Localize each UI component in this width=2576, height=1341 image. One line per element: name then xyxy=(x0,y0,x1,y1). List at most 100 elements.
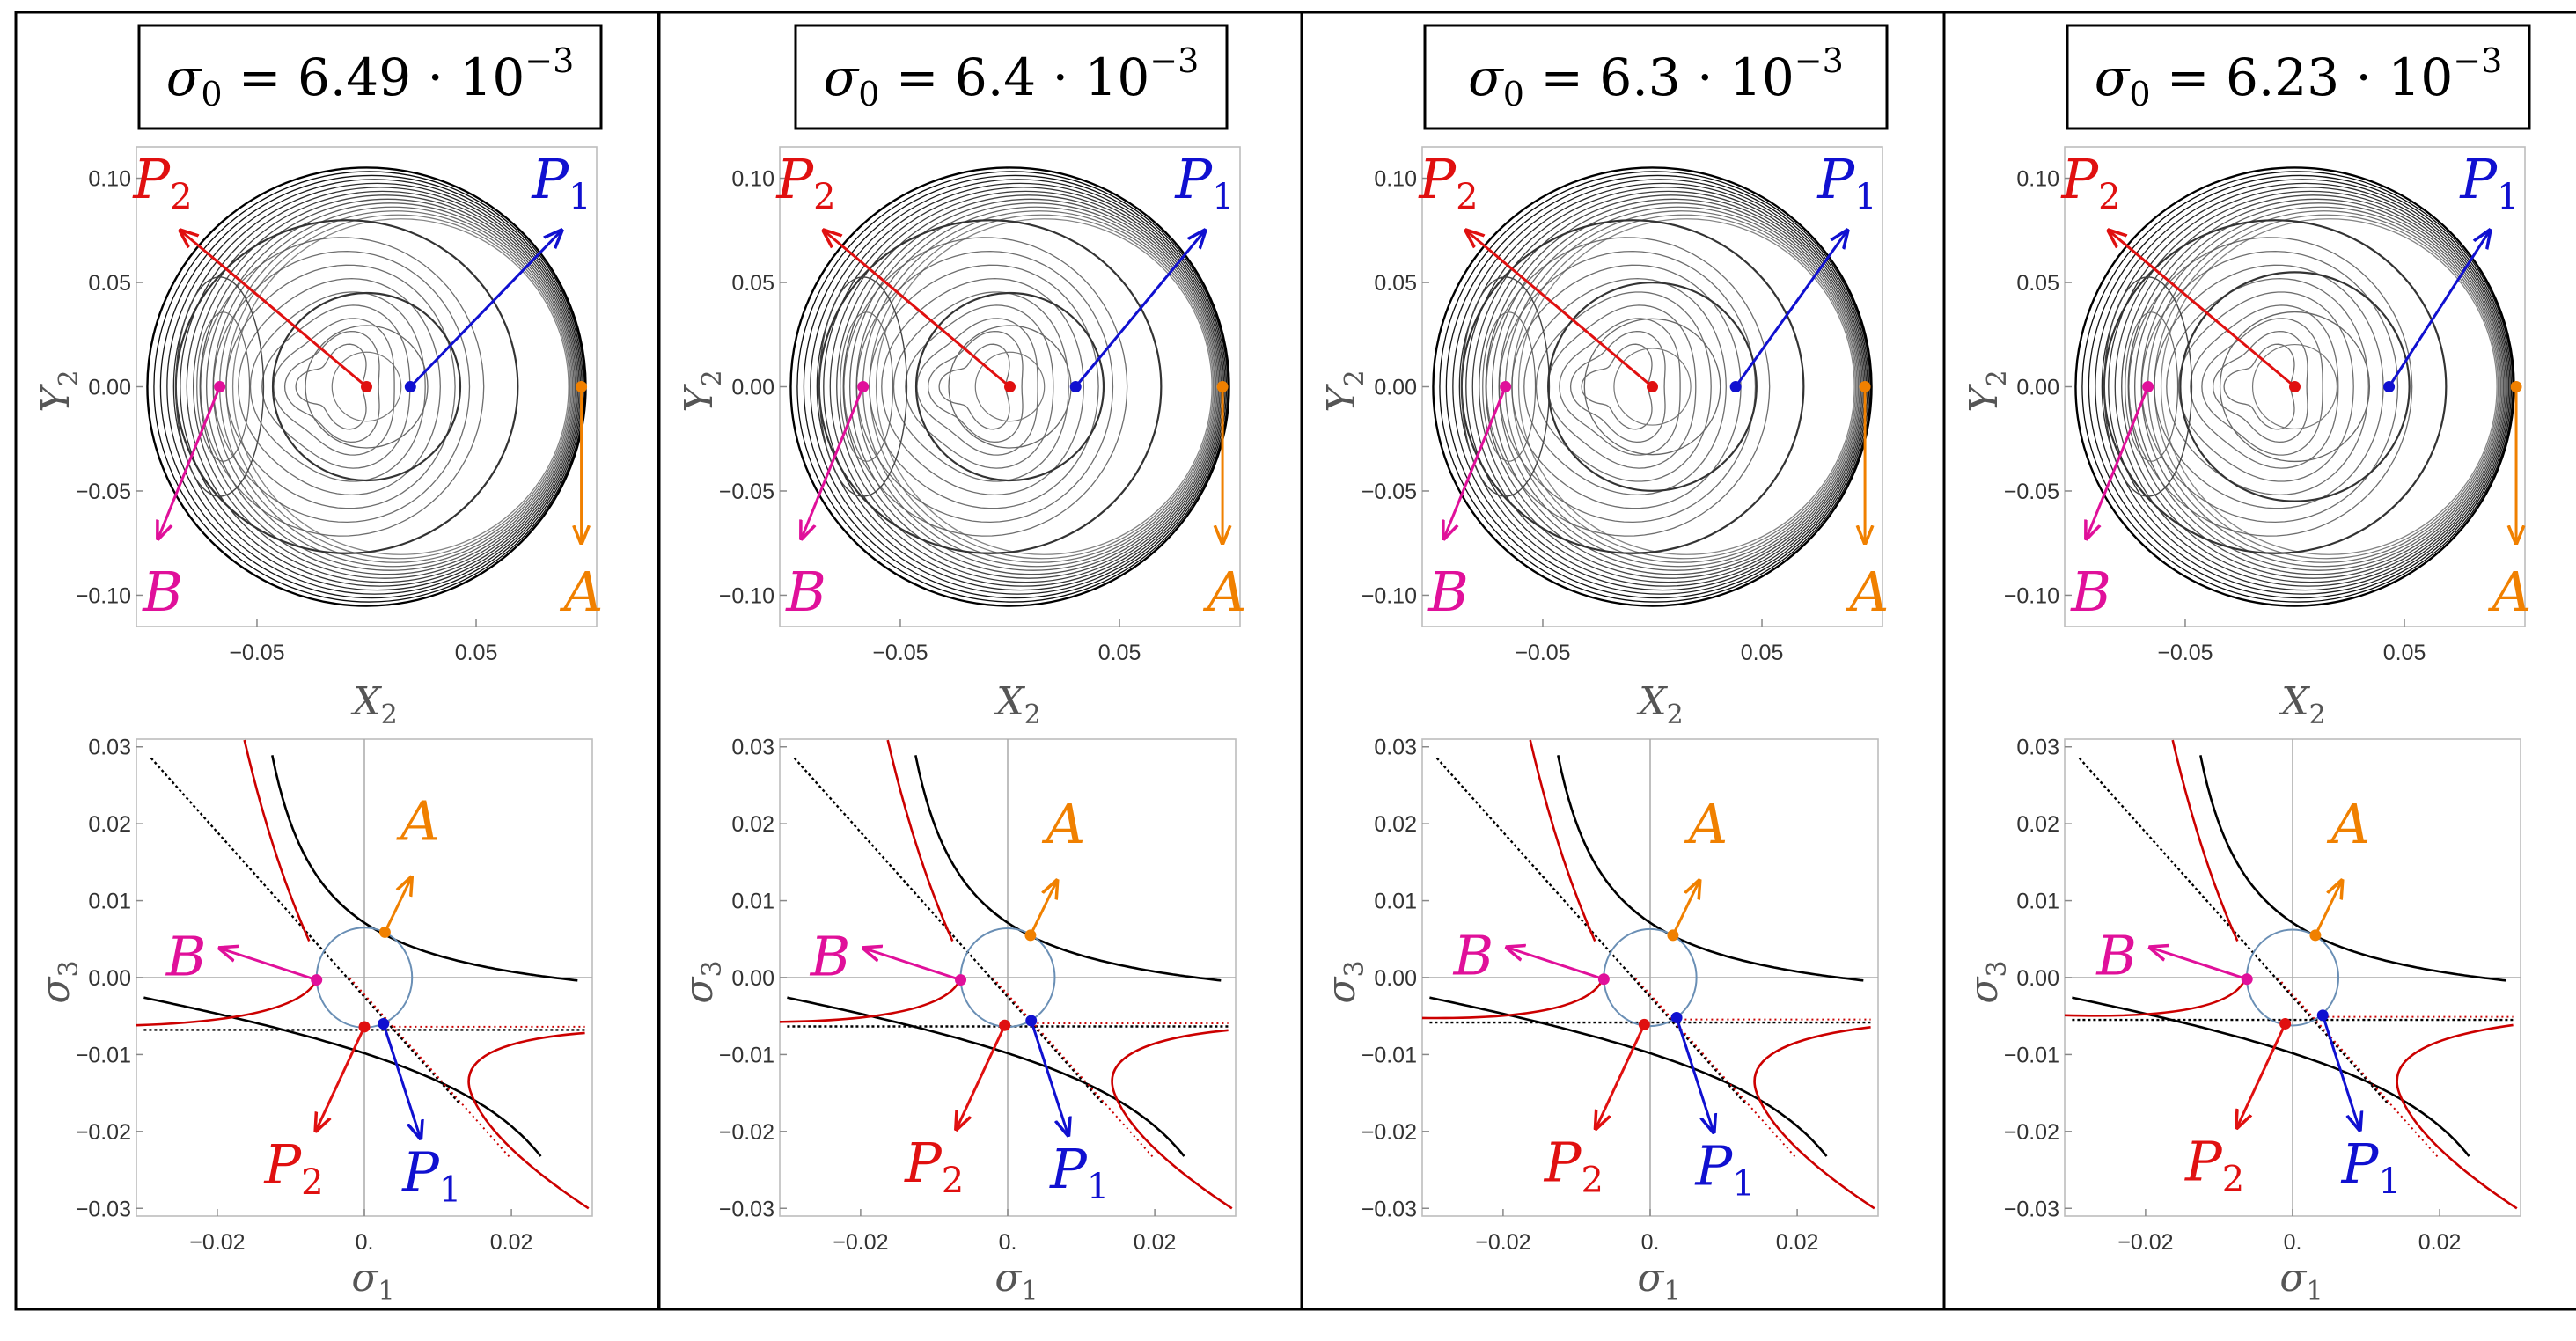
curve-black-upper xyxy=(2199,755,2506,982)
y-tick-label: −0.05 xyxy=(1361,480,1417,504)
contour-inner xyxy=(1498,250,1757,524)
title-eq: = 6.49 · 10 xyxy=(223,48,525,107)
panel-3: σ0 = 6.3 · 10−3−0.05 0.050.100.050.00−0.0… xyxy=(1300,11,1946,1311)
x-axis-label-sub: 1 xyxy=(2306,1276,2323,1307)
panel-title: σ0 = 6.49 · 10−3 xyxy=(166,41,575,114)
contour-p2-ring xyxy=(2219,311,2371,463)
y-axis-label: σ3 xyxy=(1319,960,1370,1003)
y-tick-label: −0.10 xyxy=(2004,583,2059,608)
y-tick-label: −0.02 xyxy=(1361,1120,1417,1145)
arrow-B xyxy=(802,385,865,539)
y-tick-label: −0.10 xyxy=(76,583,131,608)
curve-black-upper xyxy=(914,755,1222,982)
title-eq: = 6.23 · 10 xyxy=(2151,48,2454,107)
x-tick-label: 0. xyxy=(356,1230,374,1255)
x-tick-label: −0.02 xyxy=(2117,1230,2173,1255)
point-label-main: A xyxy=(2327,792,2371,856)
point-P2 xyxy=(2289,381,2301,392)
point-label-main: B xyxy=(1453,924,1494,988)
arrow-P2 xyxy=(1596,1023,1646,1128)
point-label-main: P xyxy=(1816,147,1855,211)
y-tick-label: 0.02 xyxy=(2016,812,2059,837)
point-label-sub: 2 xyxy=(2098,177,2120,217)
point-label-P1: P1 xyxy=(2341,1132,2401,1202)
contour-inner xyxy=(283,330,380,443)
y-tick-label: 0.00 xyxy=(1374,376,1417,400)
curve-dotted-diagonal xyxy=(2078,757,2389,1105)
panel-title: σ0 = 6.3 · 10−3 xyxy=(1468,41,1844,114)
y-tick-label: 0.00 xyxy=(2016,966,2059,991)
y-tick-label: 0.02 xyxy=(88,812,131,837)
point-label-main: B xyxy=(2095,924,2137,988)
point-P2 xyxy=(361,381,372,392)
point-P1 xyxy=(378,1017,390,1030)
y-axis-label-sub: 3 xyxy=(54,960,84,977)
point-label-main: B xyxy=(810,925,851,989)
contour-outer xyxy=(2121,194,2506,579)
arrow-P2 xyxy=(180,231,368,388)
point-label-P1: P1 xyxy=(1174,147,1234,217)
arrow-P2 xyxy=(957,1024,1007,1129)
y-tick-label: 0.00 xyxy=(88,376,131,400)
point-label-P1: P1 xyxy=(1816,147,1876,217)
y-tick-label: 0.05 xyxy=(2016,271,2059,296)
title-exp: −3 xyxy=(2453,41,2502,80)
y-tick-label: −0.03 xyxy=(76,1197,131,1221)
point-P2 xyxy=(1638,1018,1650,1030)
curve-red-right xyxy=(1753,1026,1875,1210)
arrow-B xyxy=(1507,948,1604,981)
point-label-B: B xyxy=(1427,560,1469,624)
point-B xyxy=(2241,973,2253,986)
contour-p2-ring xyxy=(2179,271,2411,502)
point-label-sub: 1 xyxy=(1854,177,1876,217)
curve-red-right xyxy=(467,1031,590,1210)
panel-2: σ0 = 6.4 · 10−3−0.05 0.050.100.050.00−0.0… xyxy=(657,11,1303,1311)
point-label-main: P xyxy=(2184,1129,2223,1193)
y-tick-label: 0.10 xyxy=(1374,167,1417,192)
point-label-B: B xyxy=(165,925,207,989)
y-axis-label-sub: 2 xyxy=(54,370,84,386)
point-label-sub: 2 xyxy=(170,177,192,217)
contour-island xyxy=(2125,311,2179,462)
y-axis-label-sub: 3 xyxy=(1982,960,2013,977)
point-label-A: A xyxy=(1846,560,1890,624)
point-label-main: A xyxy=(1684,792,1728,856)
curve-red-left-limb xyxy=(2064,979,2246,1017)
point-label-main: A xyxy=(396,788,440,853)
contour-inner xyxy=(938,343,1010,430)
contour-outer xyxy=(2160,218,2498,555)
contour-island xyxy=(196,311,251,462)
curve-red-left xyxy=(243,739,311,942)
point-label-A: A xyxy=(560,560,604,624)
curve-black-upper xyxy=(271,755,578,982)
point-label-B: B xyxy=(785,560,826,624)
y-axis-label: σ3 xyxy=(33,960,84,1003)
point-label-P2: P2 xyxy=(263,1132,323,1203)
point-label-main: P xyxy=(1049,1137,1088,1201)
arrow-P1 xyxy=(1030,1020,1068,1135)
point-label-sub: 2 xyxy=(2222,1159,2244,1199)
contour-inner xyxy=(238,277,441,496)
point-label-main: P xyxy=(401,1139,440,1204)
title-box xyxy=(2066,24,2531,130)
curve-red-left xyxy=(886,739,954,942)
y-tick-label: 0.10 xyxy=(88,167,131,192)
point-label-sub: 2 xyxy=(1456,177,1478,217)
contour-inner xyxy=(2128,237,2413,537)
x-axis-label-sub: 2 xyxy=(1667,700,1684,730)
x-tick-label: −0.05 xyxy=(1515,641,1570,665)
x-axis-label: σ1 xyxy=(994,1256,1038,1307)
contour-outer xyxy=(2127,198,2505,575)
y-tick-label: 0.00 xyxy=(2016,376,2059,400)
arrow-P2 xyxy=(1466,231,1654,388)
arrow-P2 xyxy=(2109,231,2296,388)
point-label-main: P xyxy=(904,1131,943,1195)
contour-inner xyxy=(2166,277,2369,496)
x-tick-label: −0.02 xyxy=(1475,1230,1530,1255)
point-label-sub: 2 xyxy=(301,1162,323,1203)
y-tick-label: −0.01 xyxy=(76,1043,131,1067)
contour-inner xyxy=(1569,330,1666,443)
contour-p2-ring xyxy=(914,291,1105,482)
point-B xyxy=(1597,973,1610,986)
x-tick-label: 0.05 xyxy=(1098,641,1141,665)
